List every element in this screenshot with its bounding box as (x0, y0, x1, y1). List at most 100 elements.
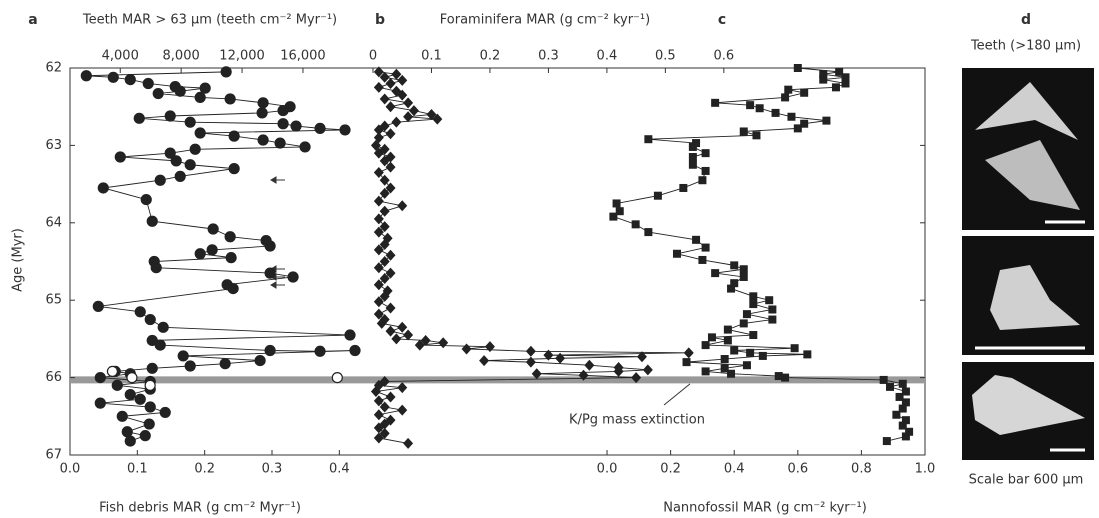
point (901, 416, 910, 425)
point (679, 183, 688, 192)
point (379, 256, 390, 267)
point (225, 252, 237, 264)
point (159, 406, 171, 419)
y-tick-label: 65 (45, 293, 62, 308)
point (642, 364, 653, 376)
point (385, 249, 396, 261)
point (379, 273, 390, 285)
point (701, 166, 710, 175)
point (379, 174, 390, 186)
point (379, 205, 390, 217)
point (768, 315, 777, 324)
point (720, 355, 729, 364)
point (207, 223, 219, 235)
point (385, 77, 396, 89)
point (432, 113, 443, 125)
point (339, 124, 351, 136)
point (749, 331, 758, 340)
point (385, 302, 396, 314)
point (385, 325, 396, 337)
point (164, 147, 176, 159)
point (184, 360, 196, 372)
x-axis-label: Fish debris MAR (g cm⁻² Myr⁻¹) (99, 501, 301, 516)
point (370, 386, 381, 398)
x-tick-label: 0.8 (851, 462, 872, 477)
point (774, 372, 783, 381)
point (92, 300, 104, 312)
point (124, 435, 136, 447)
point (184, 159, 196, 171)
point (739, 127, 748, 136)
point (376, 317, 387, 329)
point (349, 344, 361, 357)
x-axis-label: Nannofossil MAR (g cm⁻² kyr⁻¹) (663, 501, 867, 516)
point (391, 68, 402, 80)
x-tick-label: 0.5 (655, 49, 676, 64)
point (420, 334, 431, 346)
point (224, 93, 236, 105)
point (164, 110, 176, 122)
point (803, 350, 812, 359)
point (723, 325, 732, 334)
point (397, 89, 408, 101)
point (219, 358, 231, 370)
point (819, 70, 828, 79)
point (257, 97, 269, 109)
point (379, 290, 390, 302)
point (739, 319, 748, 328)
point (831, 83, 840, 92)
point (403, 97, 414, 109)
point (184, 116, 196, 128)
point (892, 410, 901, 419)
point (373, 395, 384, 407)
point (768, 305, 777, 314)
x-tick-label: 0.1 (421, 49, 442, 64)
point (373, 195, 384, 207)
point (644, 135, 653, 144)
point (274, 137, 286, 149)
point (385, 128, 396, 140)
photo-caption: Scale bar 600 μm (969, 473, 1084, 488)
point (373, 308, 384, 320)
x-tick-label: 1.0 (915, 462, 936, 477)
point (133, 112, 145, 124)
point (882, 437, 891, 446)
point (227, 282, 239, 295)
point (257, 134, 269, 146)
point (682, 358, 691, 367)
point (758, 351, 767, 360)
tooth (972, 375, 1085, 435)
point (879, 375, 888, 384)
point (385, 267, 396, 279)
x-tick-label: 0.6 (787, 462, 808, 477)
photos (962, 68, 1094, 460)
point (134, 306, 146, 318)
point (746, 348, 755, 357)
point (822, 116, 831, 125)
point (373, 226, 384, 238)
panel-label: b (375, 12, 385, 28)
point (901, 398, 910, 407)
point (228, 130, 240, 142)
point (287, 271, 299, 283)
point (373, 296, 384, 308)
point (385, 391, 396, 403)
point (256, 107, 268, 119)
point (97, 182, 109, 194)
point (898, 404, 907, 413)
point (199, 82, 211, 94)
point (793, 124, 802, 133)
point (531, 368, 542, 380)
point (739, 265, 748, 274)
point (414, 339, 425, 351)
point (373, 432, 384, 444)
point (111, 379, 123, 391)
point (277, 118, 289, 130)
point (749, 300, 758, 309)
y-tick-label: 66 (45, 370, 62, 385)
point (723, 336, 732, 345)
point (408, 105, 419, 117)
x-tick-label: 0.2 (194, 462, 215, 477)
point (290, 120, 302, 132)
point (692, 235, 701, 244)
